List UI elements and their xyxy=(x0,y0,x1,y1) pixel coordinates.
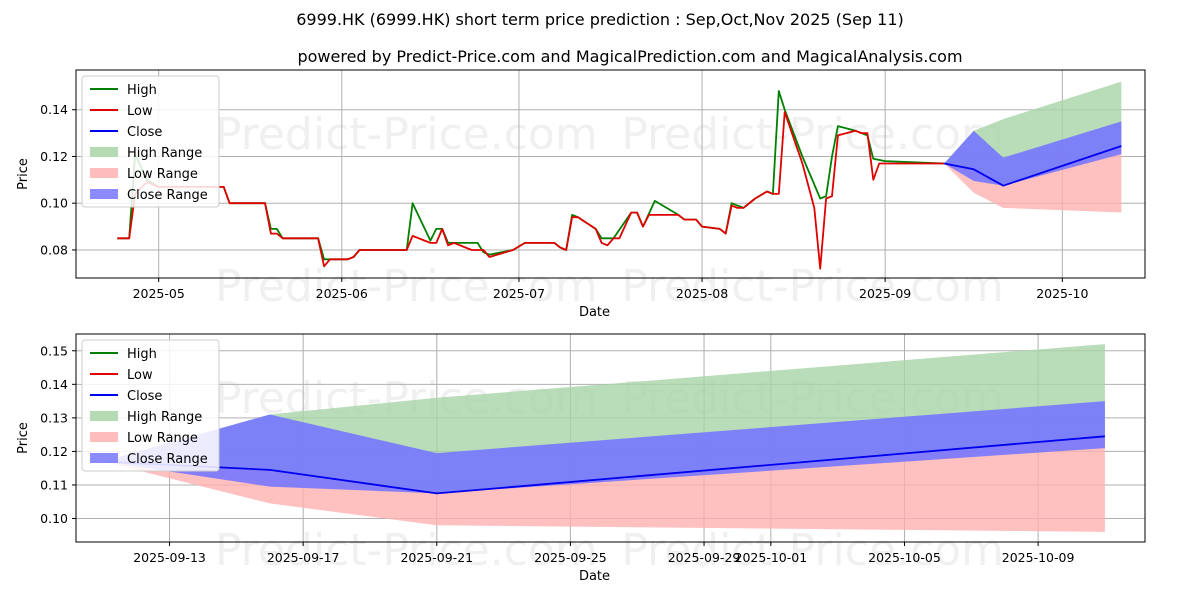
plot-frame xyxy=(75,333,1146,543)
watermark-text: Predict-Price.com xyxy=(215,109,598,160)
x-tick-label: 2025-09-29 xyxy=(668,550,741,565)
plot-frame xyxy=(75,69,1146,279)
legend-label: Close Range xyxy=(127,452,208,467)
x-tick-label: 2025-07 xyxy=(493,286,545,301)
y-tick-label: 0.10 xyxy=(40,196,68,211)
y-tick-label: 0.11 xyxy=(40,477,68,492)
legend-swatch-low-range xyxy=(90,432,118,442)
chart-subtitle: powered by Predict-Price.com and Magical… xyxy=(297,47,962,66)
legend-label: Low xyxy=(127,368,153,383)
legend: High Low Close High Range Low Range Close Ran… xyxy=(81,339,220,472)
legend-label: High Range xyxy=(127,146,202,161)
legend-swatch-high-range xyxy=(90,147,118,157)
chart-title: 6999.HK (6999.HK) short term price predi… xyxy=(296,10,904,29)
low-series-line xyxy=(117,111,945,270)
legend-swatch-high-range xyxy=(90,411,118,421)
x-tick-label: 2025-09-21 xyxy=(400,550,473,565)
x-tick-label: 2025-09-17 xyxy=(267,550,340,565)
close-range-band xyxy=(102,401,1105,494)
legend-label: Low Range xyxy=(127,431,198,446)
x-axis-label: Date xyxy=(579,569,610,584)
y-tick-label: 0.08 xyxy=(40,242,68,257)
close-series-line xyxy=(944,145,1122,187)
legend-label: Close xyxy=(127,389,162,404)
x-tick-label: 2025-10-09 xyxy=(1002,550,1075,565)
close-range-band xyxy=(944,121,1122,186)
legend: High Low Close High Range Low Range Close Ran… xyxy=(81,75,220,208)
y-tick-label: 0.14 xyxy=(40,377,68,392)
legend-swatch-close-range xyxy=(90,189,118,199)
y-tick-label: 0.10 xyxy=(40,511,68,526)
legend-label: High Range xyxy=(127,410,202,425)
x-tick-label: 2025-09 xyxy=(859,286,911,301)
x-tick-label: 2025-05 xyxy=(133,286,185,301)
y-tick-label: 0.14 xyxy=(40,102,68,117)
x-tick-label: 2025-06 xyxy=(316,286,368,301)
x-tick-label: 2025-08 xyxy=(676,286,728,301)
legend-label: Close xyxy=(127,125,162,140)
x-tick-label: 2025-10-05 xyxy=(868,550,941,565)
watermark-text: Predict-Price.com xyxy=(621,109,1004,160)
legend-label: High xyxy=(127,347,157,362)
y-tick-label: 0.12 xyxy=(40,444,68,459)
legend-label: Low Range xyxy=(127,167,198,182)
history-panel: Predict-Price.com Predict-Price.com Predic… xyxy=(16,69,1146,320)
legend-label: Low xyxy=(127,104,153,119)
x-tick-label: 2025-09-25 xyxy=(534,550,607,565)
legend-swatch-close-range xyxy=(90,453,118,463)
y-tick-label: 0.12 xyxy=(40,149,68,164)
x-tick-label: 2025-10 xyxy=(1036,286,1088,301)
y-tick-label: 0.15 xyxy=(40,343,68,358)
x-tick-label: 2025-09-13 xyxy=(133,550,206,565)
watermark-text: Predict-Price.com xyxy=(215,525,598,576)
legend-label: High xyxy=(127,83,157,98)
watermark-text: Predict-Price.com xyxy=(215,261,598,312)
watermark-text: Predict-Price.com xyxy=(621,525,1004,576)
legend-label: Close Range xyxy=(127,188,208,203)
legend-swatch-low-range xyxy=(90,168,118,178)
y-axis-label: Price xyxy=(16,158,31,190)
x-axis-label: Date xyxy=(579,305,610,320)
x-tick-label: 2025-10-01 xyxy=(735,550,808,565)
watermark-text: Predict-Price.com xyxy=(621,261,1004,312)
y-tick-label: 0.13 xyxy=(40,410,68,425)
y-axis-label: Price xyxy=(16,422,31,454)
